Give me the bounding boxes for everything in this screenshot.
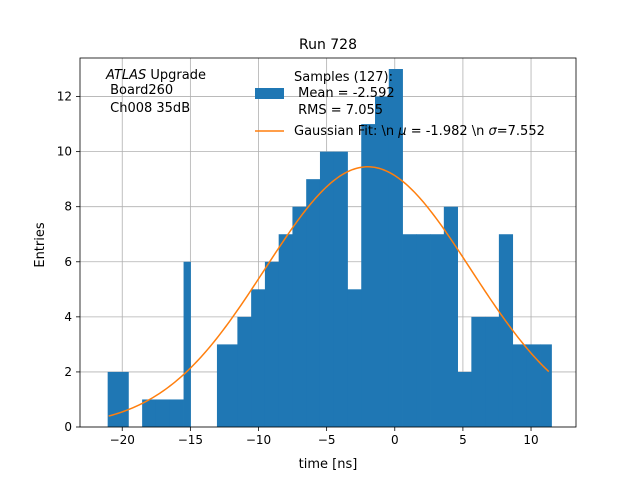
y-tick-label: 10	[57, 145, 72, 159]
channel-annotation: Ch008 35dB	[106, 101, 190, 116]
x-tick-label: 0	[391, 433, 399, 447]
legend-samples-line2: Mean = -2.592	[294, 86, 395, 101]
y-axis-label: Entries	[33, 222, 48, 268]
histogram-bar	[319, 151, 335, 427]
histogram-bar	[169, 399, 184, 427]
atlas-annotation-line1: ATLAS Upgrade	[105, 68, 206, 83]
legend-samples-line3: RMS = 7.055	[294, 103, 383, 118]
y-tick-label: 12	[57, 90, 72, 104]
y-tick-label: 6	[64, 255, 72, 269]
x-axis-ticks: −20 −15 −10 −5 0 5 10	[110, 427, 539, 447]
legend-samples-line1: Samples (127):	[294, 70, 393, 85]
histogram-bar	[216, 344, 238, 427]
histogram-bar	[485, 316, 500, 427]
histogram-bar	[457, 371, 472, 427]
histogram-bar	[471, 316, 486, 427]
histogram-bar	[388, 69, 403, 427]
y-tick-label: 8	[64, 200, 72, 214]
x-tick-label: −15	[178, 433, 203, 447]
histogram-bar	[306, 179, 321, 427]
legend-fit-label: Gaussian Fit: \n μ = -1.982 \n σ=7.552	[294, 124, 545, 139]
histogram-bar	[375, 96, 390, 427]
histogram-bar	[333, 151, 348, 427]
histogram-bar	[361, 124, 376, 428]
chart-title: Run 728	[299, 37, 357, 53]
legend: Samples (127): Mean = -2.592 RMS = 7.055…	[255, 70, 545, 139]
histogram-bar	[107, 371, 129, 427]
board-annotation: Board260	[106, 83, 173, 98]
histogram-bar	[142, 399, 157, 427]
x-axis-label: time [ns]	[299, 457, 358, 472]
histogram-bar	[278, 234, 293, 427]
histogram-bar	[183, 261, 191, 427]
x-tick-label: 5	[459, 433, 467, 447]
x-tick-label: −10	[246, 433, 271, 447]
gaussian-fit-curve	[108, 166, 550, 417]
histogram-bar	[251, 289, 266, 427]
histogram-bar	[540, 344, 552, 427]
histogram-bar	[498, 234, 514, 427]
histogram-bars	[107, 69, 552, 428]
x-tick-label: −5	[318, 433, 336, 447]
legend-samples-swatch	[255, 88, 284, 99]
y-tick-label: 2	[64, 365, 72, 379]
y-axis-ticks: 0 2 4 6 8 10 12	[57, 90, 80, 434]
histogram-bar	[347, 289, 362, 427]
y-tick-label: 4	[64, 310, 72, 324]
histogram-bar	[512, 344, 527, 427]
histogram-bar	[416, 234, 431, 427]
x-tick-label: −20	[110, 433, 135, 447]
histogram-bar	[237, 316, 252, 427]
histogram-bar	[430, 234, 445, 427]
histogram-bar	[402, 234, 417, 427]
histogram-bar	[526, 344, 541, 427]
y-tick-label: 0	[64, 420, 72, 434]
histogram-bar	[264, 261, 280, 427]
axes-frame	[79, 57, 577, 428]
histogram-bar	[292, 206, 307, 427]
x-tick-label: 10	[523, 433, 538, 447]
histogram-bar	[155, 399, 171, 427]
histogram-bar	[443, 206, 458, 427]
